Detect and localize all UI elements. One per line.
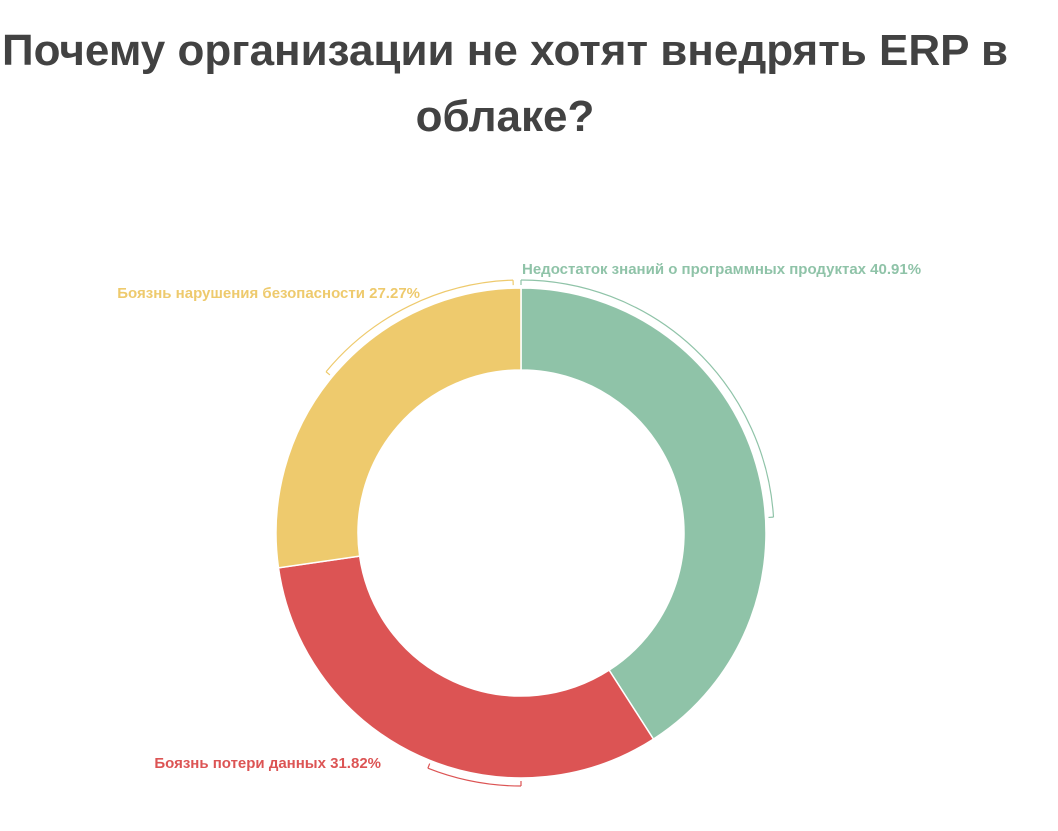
callout-tick-2 <box>427 763 522 786</box>
slice-label-1: Недостаток знаний о программных продукта… <box>522 261 921 278</box>
donut-slice-1 <box>520 287 767 741</box>
callout-arc-1 <box>520 279 775 518</box>
callout-tick-1 <box>520 280 774 519</box>
callout-arc-3 <box>325 279 514 373</box>
callout-arc-2 <box>427 767 522 787</box>
donut-slice-3 <box>275 287 522 569</box>
chart-title: Почему организации не хотят внедрять ERP… <box>1 26 1008 141</box>
slice-label-3: Боязнь нарушения безопасности 27.27% <box>117 285 420 302</box>
slice-label-2: Боязнь потери данных 31.82% <box>154 755 381 772</box>
callout-tick-3 <box>325 280 514 376</box>
donut-slice-2 <box>277 555 655 779</box>
